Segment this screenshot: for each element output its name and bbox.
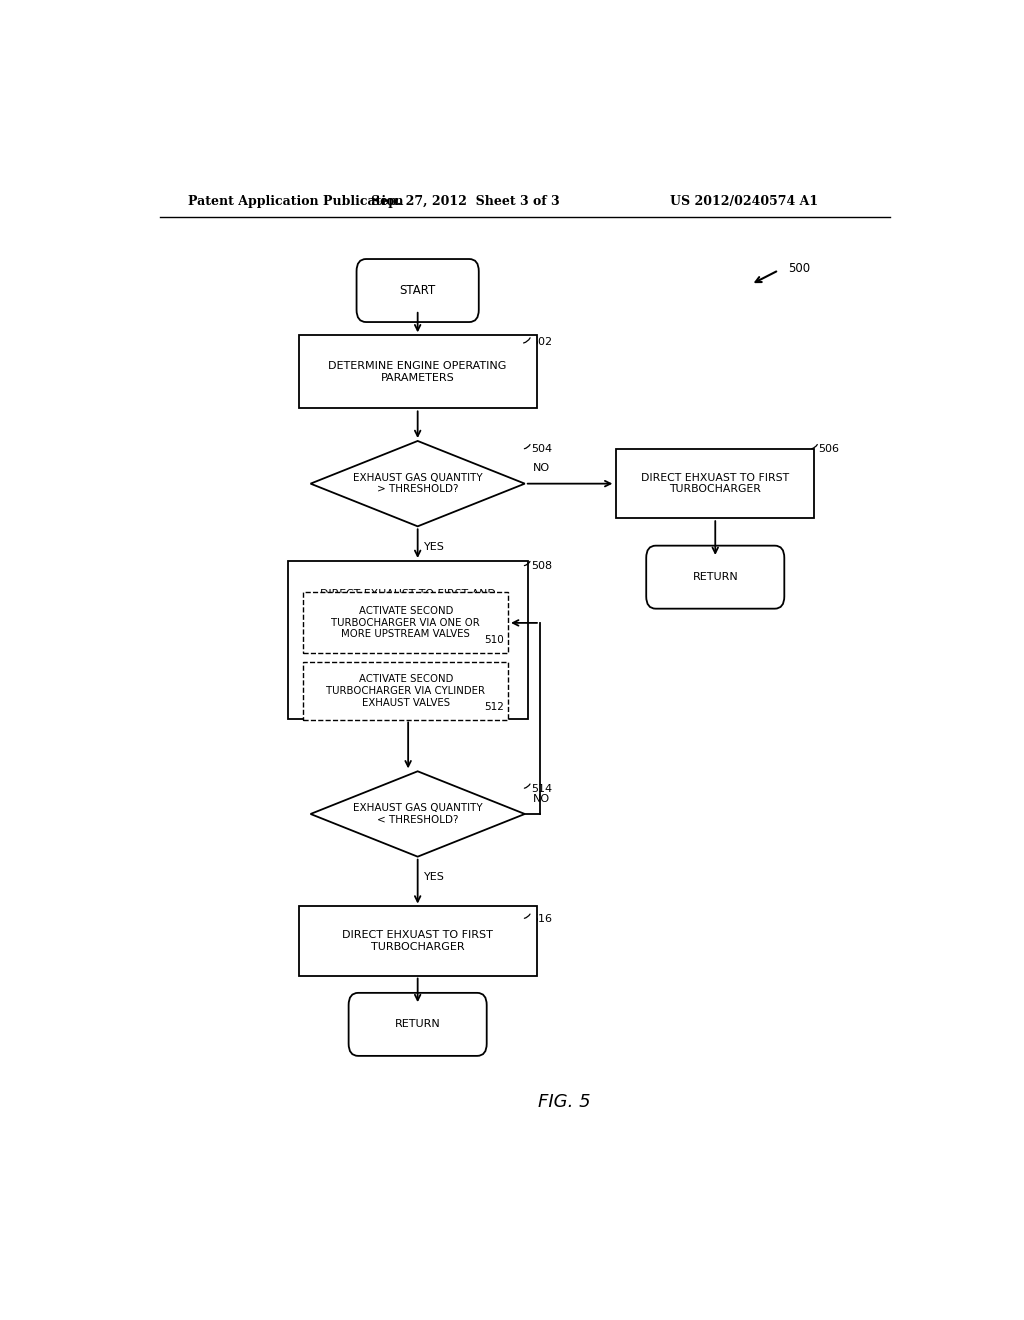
Text: 500: 500: [788, 261, 810, 275]
Bar: [303, 593, 508, 653]
Text: RETURN: RETURN: [692, 572, 738, 582]
Bar: [616, 449, 814, 519]
FancyBboxPatch shape: [646, 545, 784, 609]
Text: 508: 508: [531, 561, 552, 572]
Text: NO: NO: [532, 463, 550, 474]
Text: 510: 510: [484, 635, 504, 645]
Text: START: START: [399, 284, 436, 297]
Polygon shape: [310, 441, 524, 527]
Text: 506: 506: [818, 444, 840, 454]
Text: 514: 514: [531, 784, 552, 793]
Text: EXHAUST GAS QUANTITY
< THRESHOLD?: EXHAUST GAS QUANTITY < THRESHOLD?: [353, 803, 482, 825]
Text: EXHAUST GAS QUANTITY
> THRESHOLD?: EXHAUST GAS QUANTITY > THRESHOLD?: [353, 473, 482, 495]
Text: ACTIVATE SECOND
TURBOCHARGER VIA ONE OR
MORE UPSTREAM VALVES: ACTIVATE SECOND TURBOCHARGER VIA ONE OR …: [332, 606, 480, 639]
Text: NO: NO: [532, 793, 550, 804]
Polygon shape: [310, 771, 524, 857]
Text: FIG. 5: FIG. 5: [539, 1093, 591, 1110]
Text: US 2012/0240574 A1: US 2012/0240574 A1: [671, 194, 818, 207]
Text: DETERMINE ENGINE OPERATING
PARAMETERS: DETERMINE ENGINE OPERATING PARAMETERS: [329, 362, 507, 383]
Bar: [289, 561, 528, 719]
Bar: [299, 335, 537, 408]
Text: 512: 512: [484, 702, 504, 713]
Text: 502: 502: [531, 338, 552, 347]
Bar: [303, 661, 508, 721]
Text: ACTIVATE SECOND
TURBOCHARGER VIA CYLINDER
EXHAUST VALVES: ACTIVATE SECOND TURBOCHARGER VIA CYLINDE…: [327, 675, 485, 708]
Text: RETURN: RETURN: [395, 1019, 440, 1030]
Text: Sep. 27, 2012  Sheet 3 of 3: Sep. 27, 2012 Sheet 3 of 3: [371, 194, 559, 207]
Bar: [299, 907, 537, 975]
Text: DIRECT EHXUAST TO FIRST
TURBOCHARGER: DIRECT EHXUAST TO FIRST TURBOCHARGER: [641, 473, 790, 495]
Text: YES: YES: [424, 873, 444, 882]
Text: YES: YES: [424, 541, 444, 552]
Text: DIRECT EHXUAST TO FIRST
TURBOCHARGER: DIRECT EHXUAST TO FIRST TURBOCHARGER: [342, 931, 494, 952]
Text: 504: 504: [531, 444, 552, 454]
Text: DIRECT EXHAUST TO FIRST AND
SECOND TURBOCHARGERS: DIRECT EXHAUST TO FIRST AND SECOND TURBO…: [321, 589, 496, 610]
Text: Patent Application Publication: Patent Application Publication: [187, 194, 403, 207]
Text: 516: 516: [531, 913, 552, 924]
FancyBboxPatch shape: [348, 993, 486, 1056]
FancyBboxPatch shape: [356, 259, 479, 322]
